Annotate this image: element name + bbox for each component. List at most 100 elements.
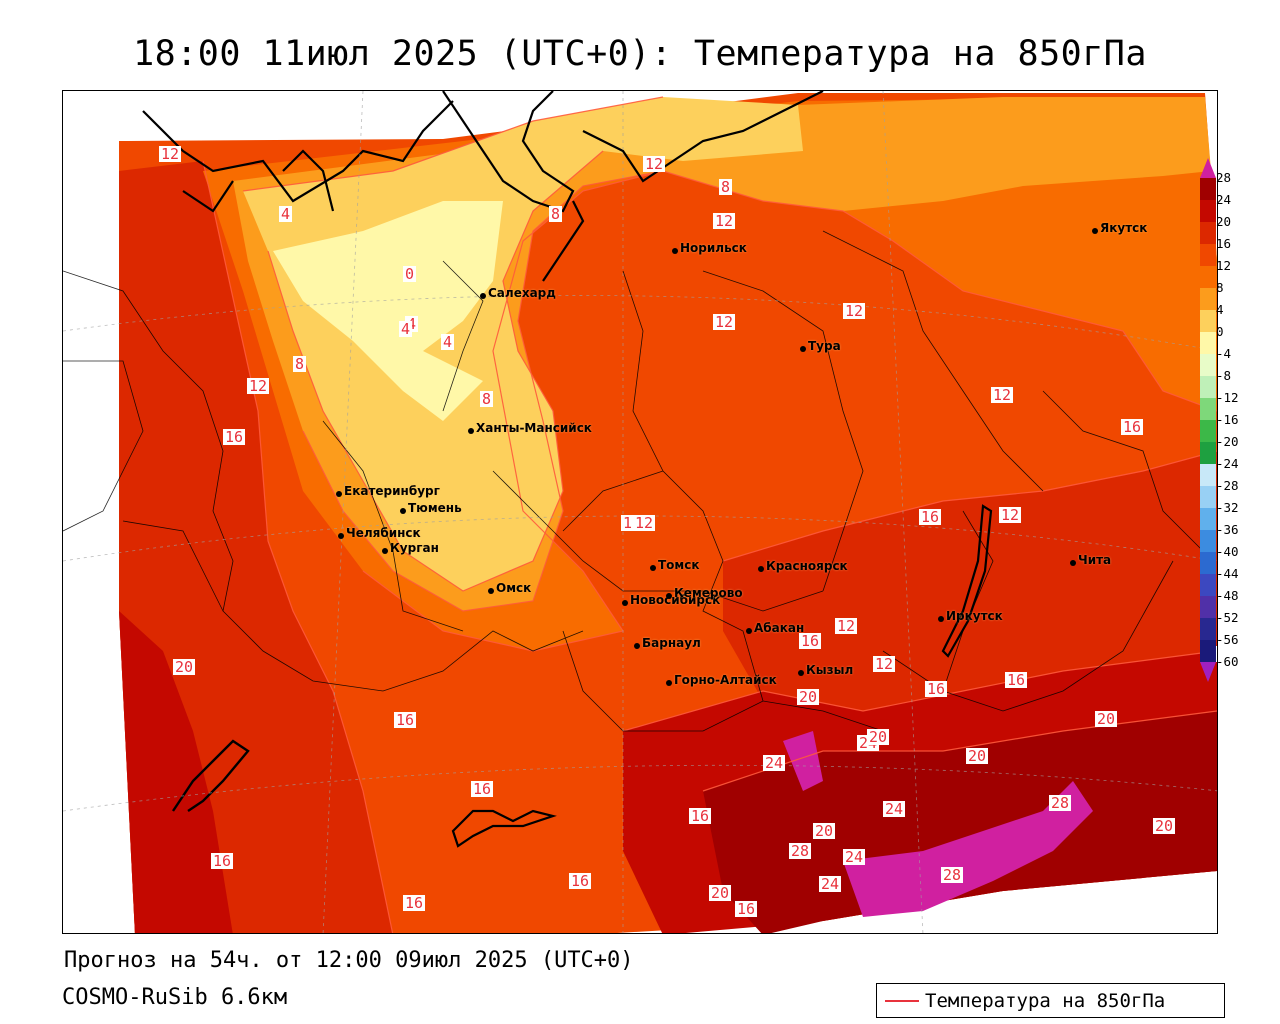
scale-tick-label: -48 (1216, 588, 1239, 603)
scale-tick-label: -20 (1216, 434, 1239, 449)
city-marker (338, 533, 344, 539)
scale-tick-label: -52 (1216, 610, 1239, 625)
scale-swatch (1200, 552, 1216, 574)
city-marker (650, 565, 656, 571)
scale-swatch (1200, 178, 1216, 200)
scale-top-arrow (1200, 158, 1216, 178)
scale-swatch (1200, 530, 1216, 552)
city-marker (758, 566, 764, 572)
city-label: Норильск (680, 241, 747, 255)
city-label: Тура (808, 339, 841, 353)
scale-swatch (1200, 442, 1216, 464)
scale-swatch (1200, 508, 1216, 530)
city-marker (798, 670, 804, 676)
scale-swatch (1200, 222, 1216, 244)
isotherm-value-label: 28 (1049, 794, 1072, 812)
scale-tick-label: -4 (1216, 346, 1232, 361)
scale-tick-label: -32 (1216, 500, 1239, 515)
city-marker (488, 588, 494, 594)
isotherm-value-label: 12 (643, 155, 666, 173)
isotherm-value-label: 0 (403, 265, 417, 283)
isotherm-value-label: 4 (441, 333, 455, 351)
isotherm-value-label: 20 (1095, 710, 1118, 728)
scale-tick-label: 20 (1216, 214, 1232, 229)
isotherm-value-label: 20 (867, 728, 890, 746)
city-marker (746, 628, 752, 634)
scale-tick-label: 24 (1216, 192, 1232, 207)
forecast-info: Прогноз на 54ч. от 12:00 09июл 2025 (UTC… (64, 948, 634, 973)
scale-swatch (1200, 200, 1216, 222)
scale-swatch (1200, 354, 1216, 376)
city-label: Абакан (754, 621, 805, 635)
legend-label: Температура на 850гПа (925, 990, 1166, 1012)
scale-tick-label: 0 (1216, 324, 1224, 339)
isotherm-value-label: 24 (819, 875, 842, 893)
scale-tick-label: -60 (1216, 654, 1239, 669)
temperature-map: Якутск Норильск Салехард Тура Ханты-Мансийск… (62, 90, 1218, 934)
isotherm-value-label: 20 (797, 688, 820, 706)
legend-box: Температура на 850гПа (876, 983, 1225, 1018)
scale-tick-label: 8 (1216, 280, 1224, 295)
scale-tick-label: -28 (1216, 478, 1239, 493)
zone-ural-4 (243, 97, 803, 591)
isotherm-value-label: 20 (173, 658, 196, 676)
isotherm-value-label: 16 (569, 872, 592, 890)
city-label: Барнаул (642, 636, 701, 650)
scale-swatch (1200, 618, 1216, 640)
scale-tick-label: 16 (1216, 236, 1232, 251)
city-marker (672, 248, 678, 254)
isotherm-value-label: 16 (735, 900, 758, 918)
isotherm-value-label: 20 (813, 822, 836, 840)
isotherm-value-label: 12 (843, 302, 866, 320)
isotherm-value-label: 16 (394, 711, 417, 729)
isotherm-value-label: 16 (211, 852, 234, 870)
scale-swatch (1200, 464, 1216, 486)
isotherm-value-label: 12 (713, 212, 736, 230)
isotherm-value-label: 16 (689, 807, 712, 825)
scale-swatch (1200, 486, 1216, 508)
city-marker (1070, 560, 1076, 566)
isotherm-value-label: 20 (966, 747, 989, 765)
city-marker (622, 600, 628, 606)
city-label: Ханты-Мансийск (476, 421, 592, 435)
isotherm-value-label: 12 (713, 313, 736, 331)
city-label: Кызыл (806, 663, 854, 677)
city-marker (1092, 228, 1098, 234)
map-canvas (63, 91, 1217, 933)
scale-bottom-arrow (1200, 662, 1216, 682)
scale-tick-label: -36 (1216, 522, 1239, 537)
isotherm-value-label: 8 (719, 178, 733, 196)
city-label: Омск (496, 581, 532, 595)
city-label: Якутск (1100, 221, 1148, 235)
isotherm-value-label: 8 (293, 355, 307, 373)
isotherm-value-label: 16 (1005, 671, 1028, 689)
model-name: COSMO-RuSib 6.6км (62, 985, 288, 1010)
city-label: Екатеринбург (344, 484, 440, 498)
scale-swatch (1200, 310, 1216, 332)
scale-swatch (1200, 332, 1216, 354)
city-marker (480, 293, 486, 299)
scale-swatch (1200, 244, 1216, 266)
lake-baikal (941, 504, 993, 658)
caspian-coast (172, 739, 250, 812)
isotherm-value-label: 4 (399, 320, 413, 338)
scale-tick-label: -16 (1216, 412, 1239, 427)
scale-swatch (1200, 266, 1216, 288)
city-marker (666, 593, 672, 599)
city-marker (468, 428, 474, 434)
isotherm-value-label: 12 (873, 655, 896, 673)
city-label: Томск (658, 558, 700, 572)
scale-swatch (1200, 398, 1216, 420)
scale-tick-label: 4 (1216, 302, 1224, 317)
scale-tick-label: -12 (1216, 390, 1239, 405)
legend-line-swatch (885, 1000, 919, 1002)
city-label: Тюмень (408, 501, 462, 515)
scale-swatch (1200, 376, 1216, 398)
isotherm-value-label: 16 (799, 632, 822, 650)
isotherm-value-label: 12 (999, 506, 1022, 524)
zone-hot-28b (783, 731, 823, 791)
isotherm-value-label: 12 (835, 617, 858, 635)
city-marker (666, 680, 672, 686)
scale-swatch (1200, 420, 1216, 442)
city-label: Кемерово (674, 586, 743, 600)
